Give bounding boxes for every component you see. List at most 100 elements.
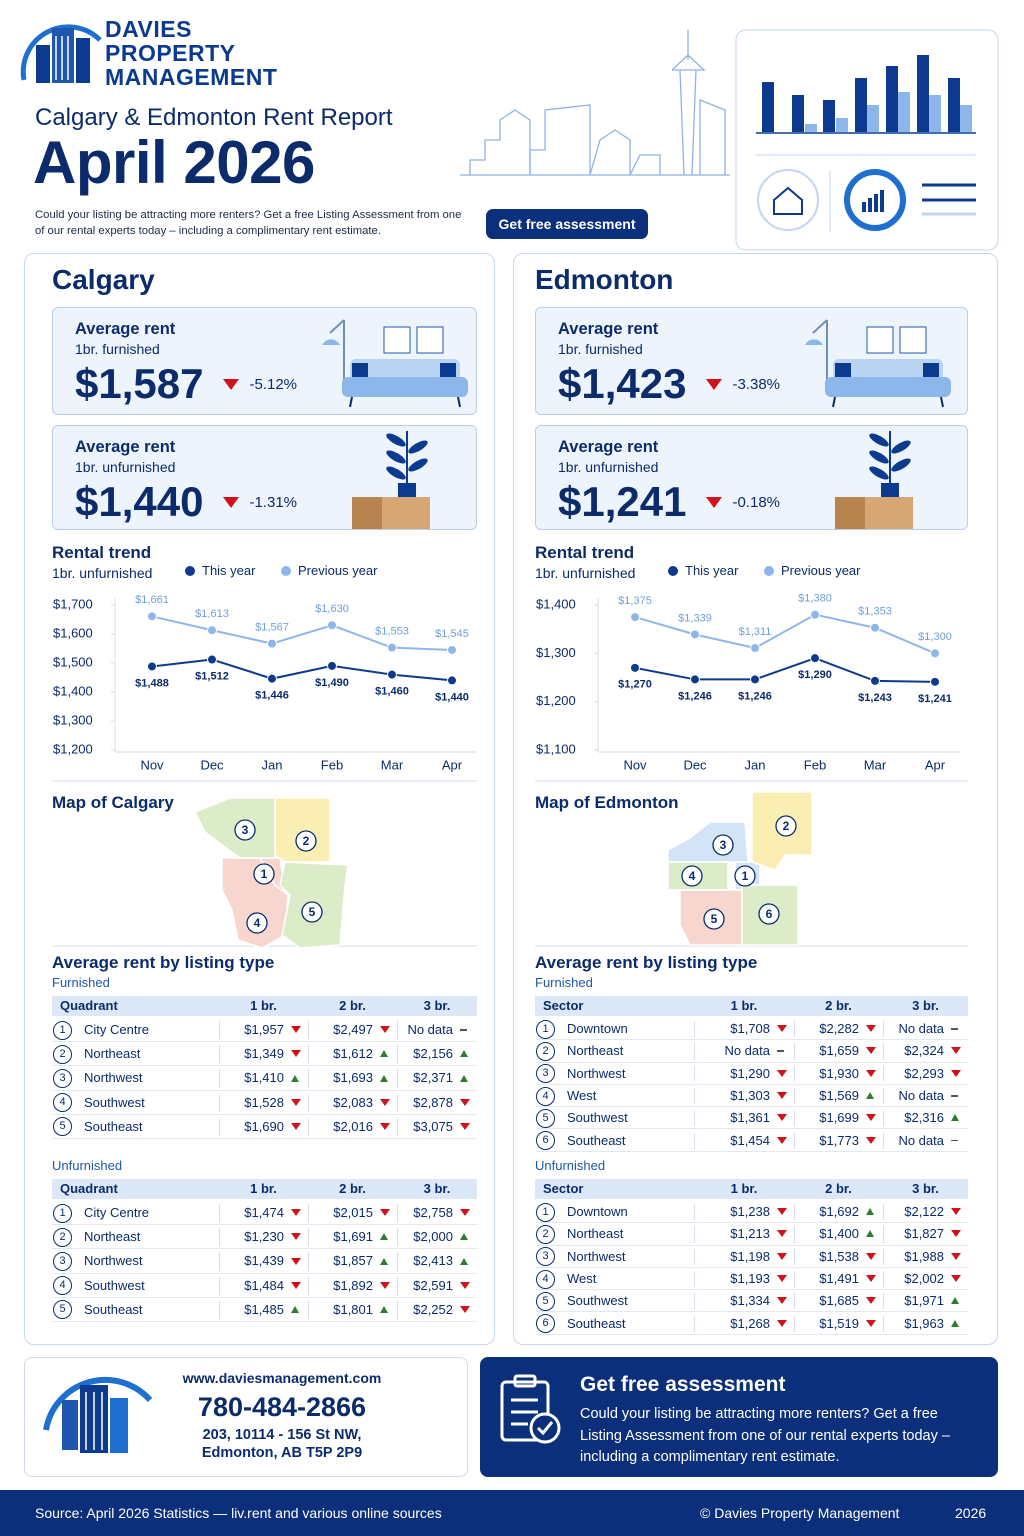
legend-marker — [764, 566, 774, 576]
row-number: 1 — [53, 1020, 72, 1040]
point-label: $1,490 — [315, 677, 349, 689]
lamp-shade — [805, 339, 823, 345]
cta-title: Get free assessment — [580, 1373, 786, 1396]
table-row — [52, 1115, 477, 1139]
address-line: Edmonton, AB T5P 2P9 — [201, 1445, 363, 1461]
column-separator — [694, 1021, 695, 1038]
cell-value: $1,963 — [904, 1315, 944, 1331]
row-name: Downtown — [567, 1021, 628, 1036]
trend-arrow-down — [866, 1025, 876, 1033]
cell-value: $2,371 — [413, 1070, 453, 1086]
dashboard-decoration — [735, 29, 999, 251]
cta-box[interactable] — [480, 1357, 998, 1477]
column-separator — [794, 1132, 795, 1149]
trend-arrow-down — [777, 1275, 787, 1283]
intro-text: Could your listing be attracting more re… — [35, 209, 462, 237]
point-label: $1,375 — [618, 595, 652, 607]
trend-point — [870, 675, 880, 686]
row-number: 6 — [536, 1131, 555, 1151]
row-number: 1 — [536, 1019, 555, 1039]
trend-point — [690, 674, 700, 685]
cell-value: $2,000 — [413, 1229, 453, 1245]
sofa-illustration — [805, 319, 951, 408]
card-change: -5.12% — [249, 375, 297, 393]
column-separator — [794, 1293, 795, 1310]
point-label: $1,380 — [798, 593, 832, 605]
point-label: $1,311 — [739, 626, 772, 638]
cell-value: $1,485 — [244, 1301, 284, 1317]
trend-arrow-down — [866, 1047, 876, 1055]
cell-value: $2,497 — [333, 1022, 373, 1037]
row-number: 5 — [536, 1108, 555, 1128]
x-tick-label: Feb — [321, 757, 343, 772]
column-separator — [794, 1270, 795, 1288]
trend-point — [387, 669, 397, 680]
y-tick-label: $1,100 — [536, 741, 576, 756]
contact-box — [24, 1357, 468, 1477]
sofa-back — [833, 359, 943, 381]
column-header: 3 br. — [423, 998, 451, 1013]
table-row — [535, 1018, 968, 1041]
cell-value: $1,693 — [333, 1070, 373, 1086]
trend-arrow-up — [866, 1230, 874, 1238]
trend-point — [930, 676, 940, 687]
trend-arrow-down — [866, 1114, 876, 1122]
cell-value: No data — [898, 1087, 944, 1103]
table-row — [535, 1313, 968, 1335]
trend-arrow-down — [223, 378, 240, 390]
cell-value: $1,569 — [819, 1087, 859, 1103]
leaf — [891, 440, 911, 454]
table-row — [535, 1268, 968, 1291]
point-label: $1,246 — [678, 690, 712, 702]
leg — [349, 396, 353, 408]
clipboard-icon — [500, 1374, 561, 1444]
trend-arrow-flat — [460, 1029, 467, 1031]
map-marker-label: 2 — [783, 819, 790, 833]
cell-value: $2,591 — [413, 1277, 453, 1293]
trend-arrow-down — [460, 1305, 470, 1313]
assessment-button[interactable]: Get free assessment — [486, 209, 648, 239]
copyright-year: 2026 — [955, 1505, 987, 1521]
x-tick-label: Nov — [623, 757, 647, 772]
card-detail: 1br. furnished — [75, 341, 160, 357]
leaf — [869, 433, 889, 447]
column-separator — [794, 1043, 795, 1060]
row-number: 2 — [53, 1044, 72, 1064]
row-name: West — [567, 1270, 597, 1286]
cell-value: $1,349 — [244, 1046, 284, 1062]
trend-arrow-up — [380, 1257, 388, 1265]
map-marker — [775, 815, 797, 837]
table-row — [535, 1085, 968, 1108]
leaf — [408, 440, 428, 454]
point-label: $1,661 — [135, 594, 169, 606]
row-number: 3 — [536, 1247, 555, 1267]
trend-point — [267, 673, 277, 684]
row-name: Southwest — [84, 1277, 145, 1293]
trend-arrow-down — [951, 1208, 961, 1216]
pot — [881, 483, 899, 497]
column-header: 3 br. — [912, 1181, 939, 1196]
column-separator — [694, 1087, 695, 1105]
trend-arrow-down — [291, 1233, 301, 1241]
map-marker — [734, 865, 756, 887]
pillow — [352, 363, 368, 377]
column-separator — [883, 1043, 884, 1060]
cell-value: $1,690 — [244, 1118, 284, 1134]
column-separator — [883, 1110, 884, 1127]
column-separator — [694, 1065, 695, 1082]
column-separator — [308, 1069, 309, 1088]
lamp-arm — [329, 319, 345, 334]
point-label: $1,246 — [738, 690, 772, 702]
table-title: Average rent by listing type — [535, 953, 758, 972]
column-separator — [794, 1065, 795, 1082]
column-separator — [794, 1226, 795, 1243]
phone[interactable]: 780-484-2866 — [197, 1392, 367, 1422]
column-separator — [308, 1276, 309, 1295]
x-tick-label: Apr — [925, 757, 946, 772]
website[interactable]: www.daviesmanagement.com — [182, 1370, 382, 1386]
card-value: $1,587 — [75, 360, 204, 407]
chart-subtitle: 1br. unfurnished — [535, 565, 636, 581]
map-marker-label: 2 — [303, 834, 310, 848]
y-tick-label: $1,400 — [53, 683, 93, 698]
